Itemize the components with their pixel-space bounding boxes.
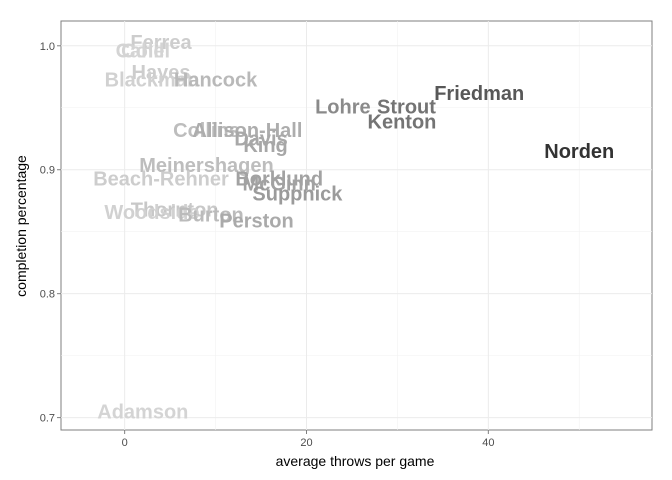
x-tick-label: 40 xyxy=(482,437,494,449)
point-label: Allison-Hall xyxy=(192,120,302,142)
x-axis-title: average throws per game xyxy=(276,453,435,469)
point-label: Woodside xyxy=(104,202,199,224)
y-tick-label: 0.7 xyxy=(40,413,55,425)
axis-ticks: 0 20 40 0.7 0.8 0.9 1.0 xyxy=(40,41,495,449)
point-label: King xyxy=(243,135,287,157)
point-label: Burton xyxy=(178,204,244,226)
point-label: Beach-Rehner xyxy=(93,168,229,190)
y-axis-title: completion percentage xyxy=(13,155,29,297)
grid-lines xyxy=(61,21,652,430)
point-label: Blackman xyxy=(105,69,200,91)
point-label: Hancock xyxy=(174,69,258,91)
x-tick-label: 20 xyxy=(300,437,312,449)
point-label: Adamson xyxy=(97,401,188,423)
y-tick-label: 0.9 xyxy=(40,165,55,177)
point-label: Borklund xyxy=(235,168,323,190)
point-label: Collins xyxy=(173,120,240,142)
y-tick-label: 1.0 xyxy=(40,41,55,53)
x-tick-label: 0 xyxy=(122,437,128,449)
point-label: Cole xyxy=(121,41,164,63)
point-label: Norden xyxy=(544,141,614,163)
y-tick-label: 0.8 xyxy=(40,289,55,301)
plot-panel xyxy=(60,20,653,431)
point-label: Meinershagen xyxy=(139,155,273,177)
point-label: Lohre xyxy=(315,97,371,119)
point-label: Suppnick xyxy=(252,183,343,205)
point-label: Davis xyxy=(234,129,287,151)
point-label: Perston xyxy=(219,211,293,233)
point-label: Kenton xyxy=(368,111,437,133)
point-label: Cahill xyxy=(116,41,170,63)
point-label: McGinn xyxy=(243,173,316,195)
point-label: Thornton xyxy=(131,199,219,221)
point-label: Friedman xyxy=(434,83,524,105)
point-label: Strout xyxy=(377,97,436,119)
point-label: Hayes xyxy=(132,62,191,84)
point-label: Ferrea xyxy=(130,32,192,54)
